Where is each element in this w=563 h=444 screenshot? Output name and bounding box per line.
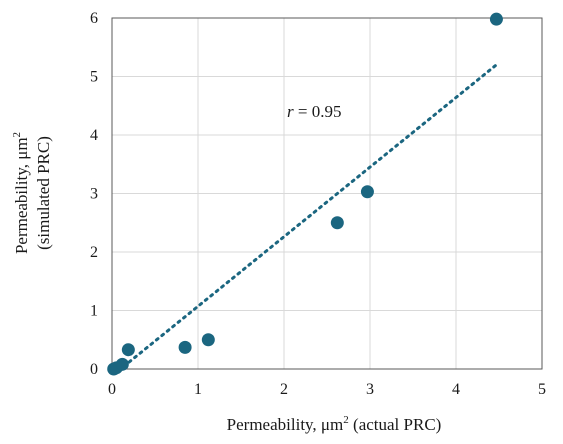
y-tick-label: 0 [90,361,98,378]
data-point [201,333,215,347]
data-point [115,357,129,371]
x-tick-label: 0 [108,381,116,398]
y-axis-title: Permeability, μm2 (simulated PRC) [11,132,53,254]
data-point [178,340,192,354]
trendline [127,63,498,364]
y-tick-label: 3 [90,186,98,203]
data-point [121,343,135,357]
x-tick-label: 4 [452,381,460,398]
x-axis-title-main: Permeability, μm [227,415,344,434]
r-value: = 0.95 [294,102,342,121]
y-tick-label: 5 [90,69,98,86]
x-tick-label: 3 [366,381,374,398]
x-tick-label: 2 [280,381,288,398]
y-tick-label: 2 [90,244,98,261]
y-tick-label: 4 [90,127,98,144]
x-axis-title-tail: (actual PRC) [349,415,442,434]
data-point [489,12,503,26]
correlation-annotation: r = 0.95 [287,102,341,121]
x-axis-title-sup: 2 [343,414,349,426]
r-symbol: r [287,102,294,121]
y-tick-label: 1 [90,303,98,320]
x-tick-labels: 0 1 2 3 4 5 [108,381,546,398]
x-tick-label: 5 [538,381,546,398]
data-points [107,12,503,376]
y-axis-title-line2: (simulated PRC) [34,136,53,250]
plot-frame [111,17,543,370]
y-tick-labels: 0 1 2 3 4 5 6 [90,10,98,378]
data-point [360,185,374,199]
y-axis-title-main: Permeability, μm [12,137,31,254]
data-point [330,216,344,230]
x-tick-label: 1 [194,381,202,398]
y-axis-title-line1: Permeability, μm2 [11,132,31,254]
y-tick-label: 6 [90,10,98,27]
y-axis-title-sup: 2 [11,132,23,138]
x-axis-title: Permeability, μm2 (actual PRC) [227,414,442,434]
